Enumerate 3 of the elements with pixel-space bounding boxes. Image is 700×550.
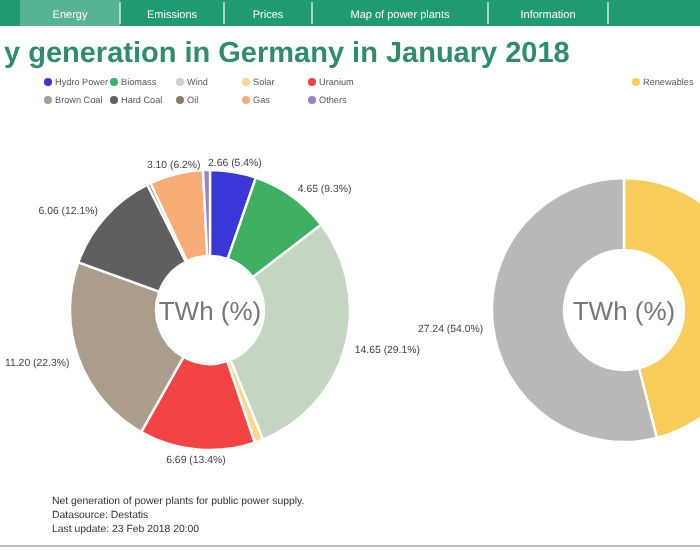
text: TWh (%)	[572, 296, 676, 326]
text: TWh (%)	[158, 296, 262, 326]
chart-title: y generation in Germany in January 2018	[4, 38, 570, 70]
